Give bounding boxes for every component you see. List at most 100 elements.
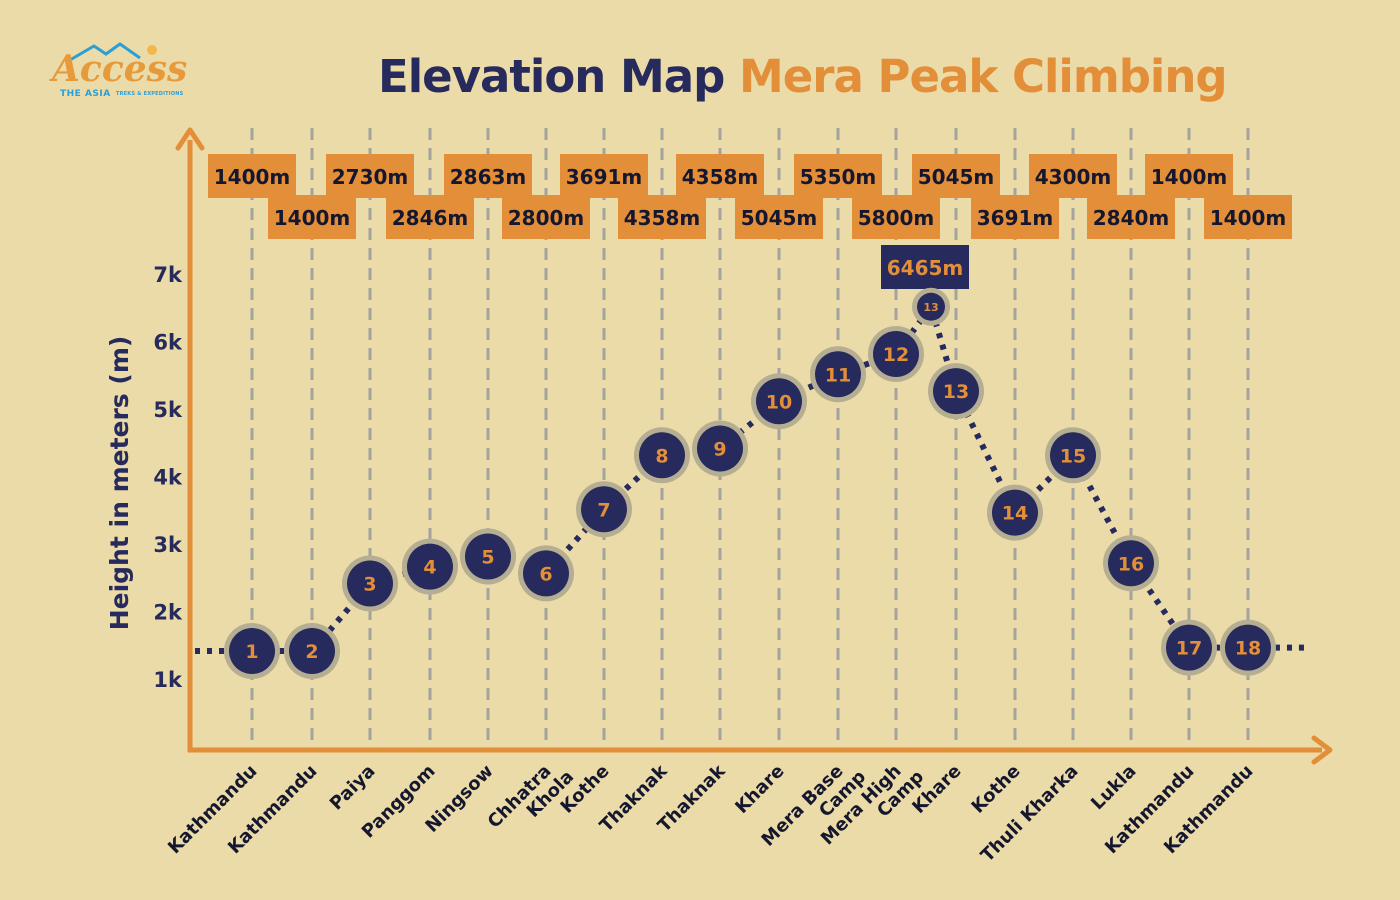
elevation-label: 3691m bbox=[977, 206, 1054, 230]
elevation-label-box: 5800m bbox=[852, 195, 940, 239]
day-number: 4 bbox=[423, 557, 436, 579]
place-label: Lukla bbox=[1087, 761, 1140, 814]
day-marker: 15 bbox=[1045, 427, 1101, 484]
logo-wordmark: Access bbox=[52, 48, 188, 90]
day-marker: 9 bbox=[692, 420, 748, 477]
elevation-label: 4358m bbox=[624, 206, 701, 230]
elevation-label: 5350m bbox=[800, 165, 877, 189]
elevation-label-box: 5045m bbox=[912, 154, 1000, 198]
elevation-label-bg bbox=[676, 154, 764, 198]
day-marker-dot bbox=[992, 489, 1038, 536]
day-marker-dot bbox=[756, 378, 802, 425]
day-number: 6 bbox=[539, 563, 552, 585]
elevation-label-bg bbox=[971, 195, 1059, 239]
elevation-label: 2800m bbox=[508, 206, 585, 230]
elevation-label-box: 2730m bbox=[326, 154, 414, 198]
elevation-label-box: 4358m bbox=[618, 195, 706, 239]
day-marker: 18 bbox=[1220, 619, 1276, 676]
day-number: 18 bbox=[1235, 638, 1261, 660]
elevation-label-bg bbox=[881, 245, 969, 289]
day-marker-dot bbox=[465, 533, 511, 580]
day-marker: 10 bbox=[751, 373, 807, 430]
day-number: 17 bbox=[1176, 638, 1202, 660]
day-number: 5 bbox=[481, 547, 494, 569]
day-marker-dot bbox=[933, 368, 979, 415]
elevation-label: 2840m bbox=[1093, 206, 1170, 230]
elevation-label-bg bbox=[852, 195, 940, 239]
elevation-label-box: 6465m bbox=[881, 245, 969, 289]
day-number: 14 bbox=[1002, 503, 1028, 525]
y-tick-label: 6k bbox=[153, 331, 183, 355]
day-number: 8 bbox=[655, 445, 668, 467]
day-number: 3 bbox=[363, 574, 376, 596]
day-marker: 7 bbox=[576, 481, 632, 538]
day-marker: 11 bbox=[810, 346, 866, 403]
elevation-label-box: 2840m bbox=[1087, 195, 1175, 239]
y-axis-arrow-icon bbox=[175, 127, 205, 151]
elevation-label: 1400m bbox=[274, 206, 351, 230]
elevation-label-bg bbox=[1087, 195, 1175, 239]
day-number: 16 bbox=[1118, 553, 1144, 575]
day-marker-dot bbox=[229, 628, 275, 674]
elevation-label-bg bbox=[618, 195, 706, 239]
y-axis-label: Height in meters (m) bbox=[105, 336, 134, 631]
day-number: 9 bbox=[713, 439, 726, 461]
day-marker-dot bbox=[1108, 540, 1154, 587]
elevation-label-box: 3691m bbox=[560, 154, 648, 198]
day-number: 12 bbox=[883, 344, 909, 366]
day-marker-dot bbox=[523, 550, 569, 597]
day-marker-dot bbox=[1225, 624, 1271, 671]
place-label: Paiya bbox=[326, 761, 380, 815]
elevation-label-box: 1400m bbox=[1204, 195, 1292, 239]
logo-tagline: TREKS & EXPEDITIONS bbox=[116, 91, 184, 97]
y-tick-label: 7k bbox=[153, 263, 183, 287]
elevation-label-box: 1400m bbox=[208, 154, 296, 198]
day-marker: 13 bbox=[928, 363, 984, 420]
elevation-label-bg bbox=[208, 154, 296, 198]
day-marker-dot bbox=[1050, 432, 1096, 479]
y-tick-label: 4k bbox=[153, 466, 183, 490]
elevation-label: 1400m bbox=[214, 165, 291, 189]
elevation-label: 4358m bbox=[682, 165, 759, 189]
day-marker-dot bbox=[917, 292, 945, 321]
logo-subtitle: THE ASIA bbox=[60, 89, 111, 99]
day-marker-dot bbox=[873, 331, 919, 377]
day-marker: 4 bbox=[402, 538, 458, 595]
elevation-label: 2863m bbox=[450, 165, 527, 189]
elevation-label-bg bbox=[502, 195, 590, 239]
elevation-label-bg bbox=[735, 195, 823, 239]
day-number: 13 bbox=[923, 301, 938, 314]
day-marker: 1 bbox=[224, 623, 280, 679]
elevation-label-box: 2846m bbox=[386, 195, 474, 239]
x-axis-arrow-icon bbox=[1311, 735, 1333, 765]
y-tick-label: 2k bbox=[153, 601, 183, 625]
y-tick-label: 1k bbox=[153, 668, 183, 692]
day-marker-dot bbox=[639, 432, 685, 479]
elevation-label: 6465m bbox=[887, 256, 964, 280]
day-marker: 14 bbox=[987, 484, 1043, 541]
day-number: 1 bbox=[245, 641, 258, 663]
day-marker-dot bbox=[289, 628, 335, 674]
elevation-label-bg bbox=[268, 195, 356, 239]
day-number: 7 bbox=[597, 499, 610, 521]
day-marker-dot bbox=[697, 425, 743, 472]
elevation-label: 1400m bbox=[1151, 165, 1228, 189]
place-label: Khare bbox=[731, 761, 788, 818]
elevation-label-bg bbox=[386, 195, 474, 239]
day-marker: 12 bbox=[868, 326, 924, 382]
day-marker: 5 bbox=[460, 528, 516, 585]
day-marker-dot bbox=[1166, 624, 1212, 671]
elevation-label-bg bbox=[1145, 154, 1233, 198]
elevation-label-box: 5045m bbox=[735, 195, 823, 239]
summit-marker: 13 bbox=[912, 287, 950, 326]
elevation-label: 5045m bbox=[918, 165, 995, 189]
chart-title-part2: Mera Peak Climbing bbox=[738, 50, 1228, 103]
day-number: 2 bbox=[305, 641, 318, 663]
day-number: 11 bbox=[825, 364, 851, 386]
elevation-label-box: 2863m bbox=[444, 154, 532, 198]
elevation-label-box: 1400m bbox=[1145, 154, 1233, 198]
elevation-label-bg bbox=[326, 154, 414, 198]
day-marker: 17 bbox=[1161, 619, 1217, 676]
